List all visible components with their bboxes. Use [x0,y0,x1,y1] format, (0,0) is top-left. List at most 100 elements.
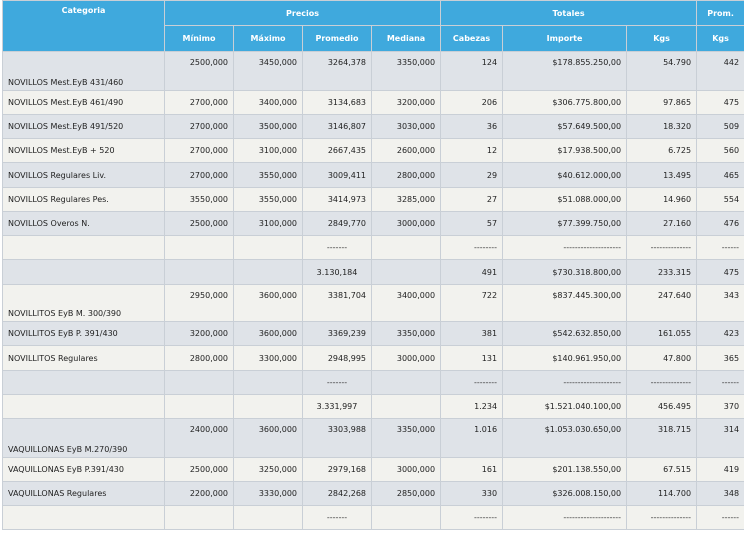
cell-categoria [2,394,165,419]
cell-cabezas: 381 [440,321,504,346]
cell-importe: $17.938.500,00 [502,138,628,163]
cell-mediana: 3350,000 [370,321,442,346]
cell-categoria: NOVILLOS Overos N. [2,211,165,236]
header-cabezas: Cabezas [440,25,504,52]
cell-minimo: 2800,000 [164,345,234,371]
header-prom-kgs: Kgs [696,25,744,52]
cell-prom-kgs: 509 [696,114,744,139]
table-row: NOVILLOS Mest.EyB 461/490 2700,000 3400,… [2,90,744,115]
header-mediana: Mediana [370,25,442,52]
cell-maximo: 3330,000 [233,481,303,506]
cell-mediana: 2850,000 [370,481,442,506]
cell-minimo: 3200,000 [164,321,234,346]
cell-cabezas: 57 [440,211,504,236]
table-header: Categoria Precios Totales Prom. Mínimo M… [2,0,744,52]
cell-minimo: 2700,000 [164,138,234,163]
cell-importe: -------------------- [502,235,628,260]
table-row: NOVILLITOS EyB M. 300/390 2950,000 3600,… [2,284,744,322]
cell-mediana: 3000,000 [370,345,442,371]
cell-prom-kgs: 465 [696,162,744,188]
cell-mediana: 3285,000 [370,187,442,212]
table-row: NOVILLITOS Regulares 2800,000 3300,000 2… [2,345,744,371]
cell-categoria [2,505,165,530]
cell-mediana [370,259,442,285]
cell-categoria: NOVILLITOS EyB M. 300/390 [2,284,165,322]
cell-prom-kgs: 423 [696,321,744,346]
cell-importe: $730.318.800,00 [502,259,628,285]
cell-minimo: 2950,000 [164,284,234,322]
cell-promedio: 3134,683 [302,90,372,115]
separator-row: ------- -------- -------------------- --… [2,235,744,260]
header-promedio: Promedio [302,25,372,52]
cell-maximo [233,259,303,285]
cell-kgs: 67.515 [626,457,698,482]
cell-prom-kgs: 476 [696,211,744,236]
cell-cabezas: -------- [440,505,504,530]
cell-cabezas: 1.234 [440,394,504,419]
cell-minimo: 2500,000 [164,211,234,236]
cell-kgs: 47.800 [626,345,698,371]
cell-maximo [233,505,303,530]
cell-cabezas: 29 [440,162,504,188]
cell-prom-kgs: 370 [696,394,744,419]
cell-prom-kgs: 343 [696,284,744,322]
cell-kgs: 247.640 [626,284,698,322]
cell-cabezas: -------- [440,235,504,260]
cell-maximo: 3600,000 [233,418,303,458]
cell-categoria: NOVILLOS Mest.EyB 431/460 [2,51,165,91]
cell-categoria [2,259,165,285]
header-precios: Precios [163,0,442,26]
cell-maximo: 3300,000 [233,345,303,371]
cell-minimo: 2500,000 [164,457,234,482]
cell-promedio: 3009,411 [302,162,372,188]
cell-mediana [370,394,442,419]
cell-kgs: 97.865 [626,90,698,115]
cell-minimo: 2400,000 [164,418,234,458]
cell-prom-kgs: 314 [696,418,744,458]
cell-cabezas: 1.016 [440,418,504,458]
cell-prom-kgs: 419 [696,457,744,482]
cell-prom-kgs: ------ [696,505,744,530]
cell-promedio: 2948,995 [302,345,372,371]
cell-mediana: 3000,000 [370,211,442,236]
table-row: NOVILLOS Regulares Pes. 3550,000 3550,00… [2,187,744,212]
cell-prom-kgs: 560 [696,138,744,163]
cell-mediana: 2600,000 [370,138,442,163]
cell-kgs: 114.700 [626,481,698,506]
cell-maximo: 3450,000 [233,51,303,91]
cell-minimo [164,235,234,260]
cell-mediana: 3350,000 [370,51,442,91]
cell-categoria: NOVILLOS Mest.EyB 461/490 [2,90,165,115]
cell-categoria: VAQUILLONAS Regulares [2,481,165,506]
table-row: NOVILLITOS EyB P. 391/430 3200,000 3600,… [2,321,744,346]
cell-promedio: 3303,988 [302,418,372,458]
cell-promedio: 2979,168 [302,457,372,482]
cell-mediana: 2800,000 [370,162,442,188]
cell-cabezas: 36 [440,114,504,139]
cell-cabezas: -------- [440,370,504,395]
cell-kgs: 27.160 [626,211,698,236]
cell-promedio: ------- [302,235,372,260]
cell-prom-kgs: ------ [696,235,744,260]
cell-prom-kgs: ------ [696,370,744,395]
cell-maximo: 3550,000 [233,187,303,212]
cell-importe: $1.521.040.100,00 [502,394,628,419]
cell-importe: $51.088.000,00 [502,187,628,212]
separator-row: ------- -------- -------------------- --… [2,370,744,395]
cell-promedio: 2667,435 [302,138,372,163]
subtotal-row: 3.331,997 1.234 $1.521.040.100,00 456.49… [2,394,744,419]
cell-importe: $40.612.000,00 [502,162,628,188]
cell-minimo: 3550,000 [164,187,234,212]
cell-categoria: NOVILLOS Mest.EyB 491/520 [2,114,165,139]
cell-importe: $201.138.550,00 [502,457,628,482]
subtotal-row: 3.130,184 491 $730.318.800,00 233.315 47… [2,259,744,285]
cell-mediana [370,505,442,530]
header-sub-row: Mínimo Máximo Promedio Mediana Cabezas I… [3,25,744,52]
header-prom: Prom. [696,0,744,26]
cell-cabezas: 12 [440,138,504,163]
cell-promedio: 2842,268 [302,481,372,506]
header-importe: Importe [502,25,628,52]
table-row: NOVILLOS Mest.EyB 431/460 2500,000 3450,… [2,51,744,91]
cell-promedio: 3369,239 [302,321,372,346]
